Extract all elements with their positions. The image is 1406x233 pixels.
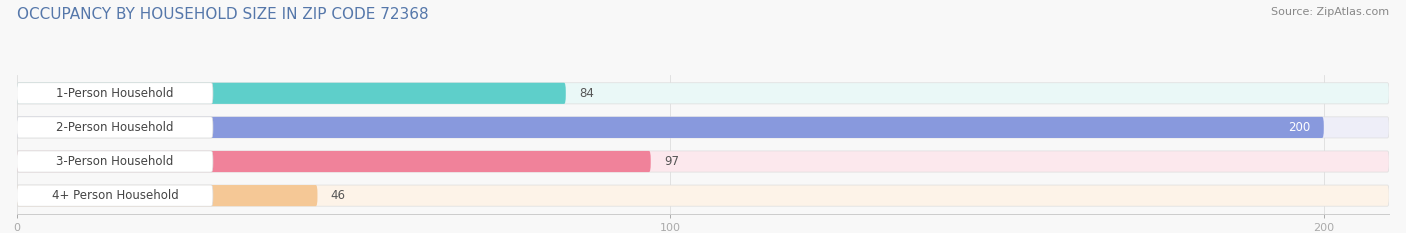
- FancyBboxPatch shape: [17, 117, 1324, 138]
- FancyBboxPatch shape: [17, 151, 1389, 172]
- Text: 2-Person Household: 2-Person Household: [56, 121, 173, 134]
- Text: 46: 46: [330, 189, 346, 202]
- FancyBboxPatch shape: [17, 117, 212, 138]
- FancyBboxPatch shape: [17, 151, 651, 172]
- Text: 3-Person Household: 3-Person Household: [56, 155, 173, 168]
- Text: 4+ Person Household: 4+ Person Household: [52, 189, 179, 202]
- FancyBboxPatch shape: [17, 185, 1389, 206]
- FancyBboxPatch shape: [17, 83, 565, 104]
- FancyBboxPatch shape: [17, 185, 318, 206]
- FancyBboxPatch shape: [17, 185, 212, 206]
- FancyBboxPatch shape: [17, 151, 212, 172]
- Text: 200: 200: [1288, 121, 1310, 134]
- Text: 84: 84: [579, 87, 593, 100]
- FancyBboxPatch shape: [17, 117, 1389, 138]
- Text: Source: ZipAtlas.com: Source: ZipAtlas.com: [1271, 7, 1389, 17]
- Text: OCCUPANCY BY HOUSEHOLD SIZE IN ZIP CODE 72368: OCCUPANCY BY HOUSEHOLD SIZE IN ZIP CODE …: [17, 7, 429, 22]
- FancyBboxPatch shape: [17, 83, 1389, 104]
- Text: 97: 97: [664, 155, 679, 168]
- FancyBboxPatch shape: [17, 83, 212, 104]
- Text: 1-Person Household: 1-Person Household: [56, 87, 173, 100]
